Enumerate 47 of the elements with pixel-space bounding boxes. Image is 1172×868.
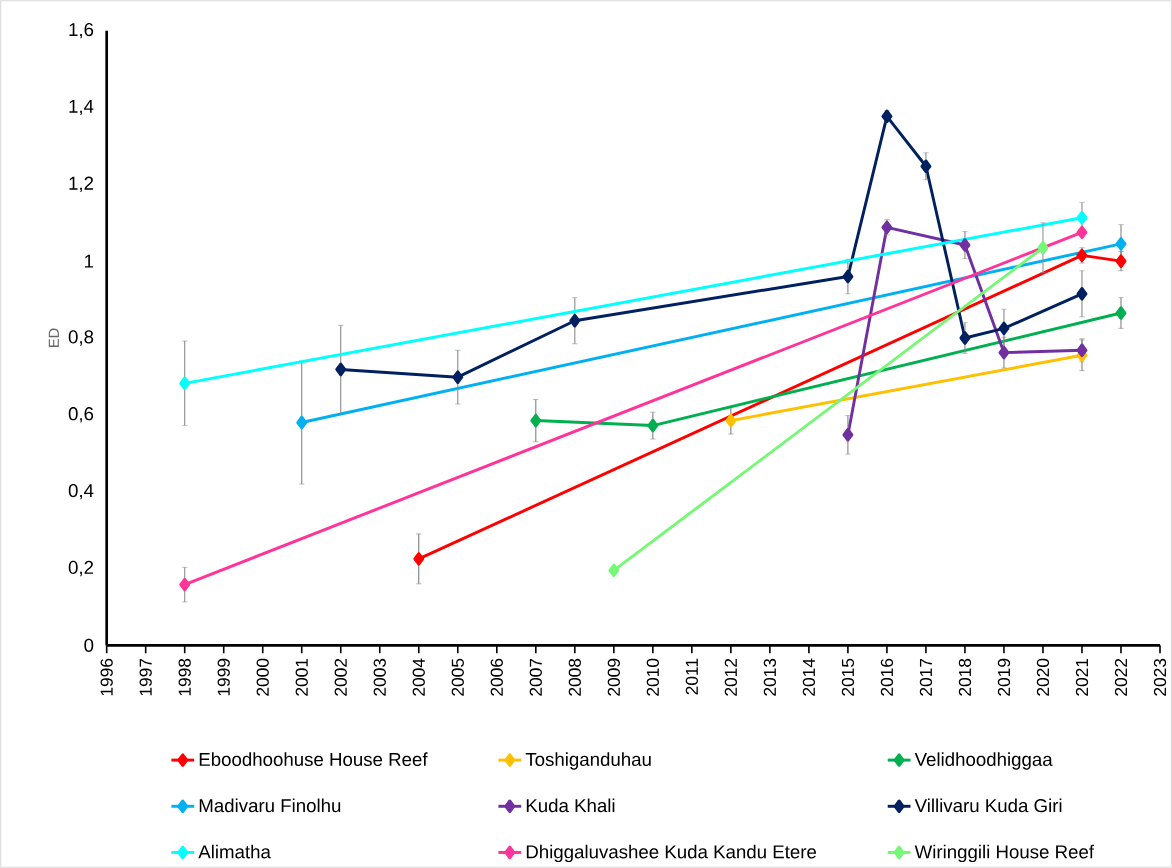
legend-label: Toshiganduhau xyxy=(525,752,651,770)
y-tick-label: 0,6 xyxy=(68,407,94,423)
x-tick-label: 2004 xyxy=(412,658,425,696)
y-axis-title: ED xyxy=(48,328,59,347)
y-tick-label: 1 xyxy=(85,254,94,268)
x-tick-label: 2020 xyxy=(1036,658,1050,696)
x-tick-label: 2022 xyxy=(1114,658,1128,696)
x-tick-label: 2013 xyxy=(763,658,777,696)
x-tick-label: 2015 xyxy=(841,658,855,696)
x-tick-label: 1997 xyxy=(139,658,152,696)
x-tick-label: 2011 xyxy=(685,658,698,695)
x-tick-label: 2008 xyxy=(568,658,581,696)
y-tick-label: 0 xyxy=(84,638,94,652)
x-tick-label: 1999 xyxy=(217,658,230,696)
x-tick-label: 2021 xyxy=(1075,658,1089,696)
x-tick-label: 2007 xyxy=(529,658,542,696)
x-tick-label: 2014 xyxy=(802,658,816,696)
x-tick-label: 2010 xyxy=(646,658,659,696)
legend-label: Alimatha xyxy=(198,844,271,859)
y-tick-label: 0,4 xyxy=(68,483,94,500)
x-tick-label: 2005 xyxy=(451,658,464,696)
legend-label: Wiringgili House Reef xyxy=(914,844,1095,863)
x-tick-label: 2003 xyxy=(373,658,386,696)
legend-label: Dhiggaluvashee Kuda Kandu Etere xyxy=(526,844,817,863)
x-tick-label: 2012 xyxy=(724,658,737,696)
y-tick-label: 1,6 xyxy=(69,22,94,39)
x-tick-label: 2023 xyxy=(1153,658,1167,696)
y-tick-label: 1,4 xyxy=(69,99,94,116)
y-tick-label: 0,2 xyxy=(68,560,94,577)
x-tick-label: 2016 xyxy=(880,658,894,696)
y-tick-label: 1,2 xyxy=(69,176,94,193)
x-tick-label: 2001 xyxy=(295,658,308,696)
x-tick-label: 2009 xyxy=(607,658,620,696)
x-tick-label: 2006 xyxy=(490,658,503,696)
x-tick-label: 2018 xyxy=(958,658,972,696)
x-tick-label: 2000 xyxy=(256,658,269,696)
x-tick-label: 2019 xyxy=(997,658,1011,696)
legend-label: Eboodhoohuse House Reef xyxy=(199,752,428,767)
legend-label: Kuda Khali xyxy=(526,798,615,813)
x-tick-label: 2002 xyxy=(334,658,347,696)
x-tick-label: 2017 xyxy=(919,658,933,696)
y-tick-label: 0,8 xyxy=(68,330,94,346)
legend-label: Madivaru Finolhu xyxy=(199,798,341,813)
x-tick-label: 1998 xyxy=(178,658,191,696)
x-tick-label: 1996 xyxy=(100,658,113,696)
legend-label: Villivaru Kuda Giri xyxy=(914,798,1062,813)
legend-label: Velidhoodhiggaa xyxy=(914,752,1053,770)
